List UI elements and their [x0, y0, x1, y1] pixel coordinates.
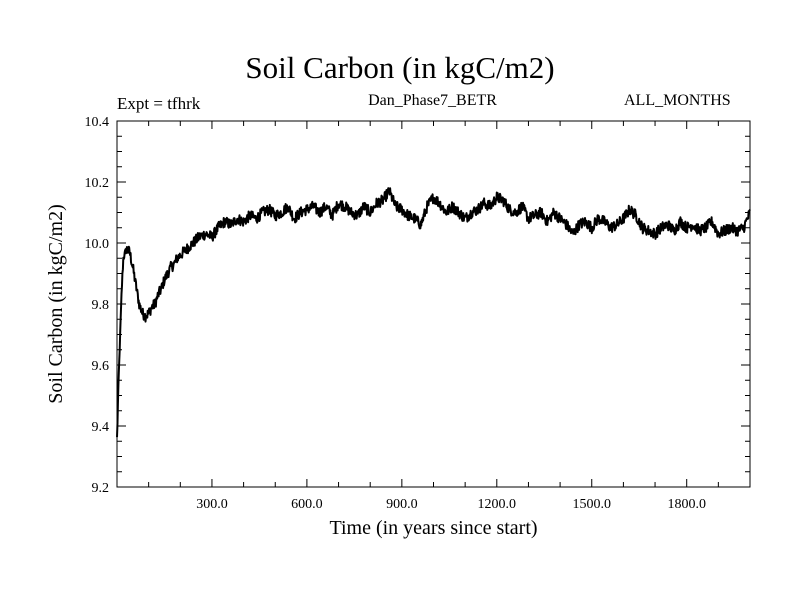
x-tick-label: 900.0 [386, 497, 418, 512]
y-axis-label: Soil Carbon (in kgC/m2) [45, 204, 67, 403]
soil-carbon-series-line [116, 187, 751, 438]
chart-title: Soil Carbon (in kgC/m2) [245, 50, 555, 85]
y-tick-label: 9.4 [92, 420, 110, 435]
experiment-label: Expt = tfhrk [117, 94, 201, 113]
x-tick-label: 1500.0 [573, 497, 612, 512]
x-tick-label: 1200.0 [478, 497, 517, 512]
y-tick-label: 10.4 [85, 115, 110, 130]
y-tick-label: 10.2 [85, 176, 110, 191]
y-tick-label: 9.8 [92, 298, 110, 313]
plot-frame [116, 120, 751, 488]
y-tick-label: 9.2 [92, 481, 110, 496]
x-tick-label: 300.0 [196, 497, 228, 512]
y-tick-label: 10.0 [85, 237, 110, 252]
x-tick-label: 600.0 [291, 497, 323, 512]
y-tick-label: 9.6 [92, 359, 110, 374]
months-label: ALL_MONTHS [624, 92, 731, 109]
x-tick-label: 1800.0 [667, 497, 706, 512]
x-axis-label: Time (in years since start) [329, 517, 537, 539]
chart-subtitle: Dan_Phase7_BETR [368, 92, 497, 109]
